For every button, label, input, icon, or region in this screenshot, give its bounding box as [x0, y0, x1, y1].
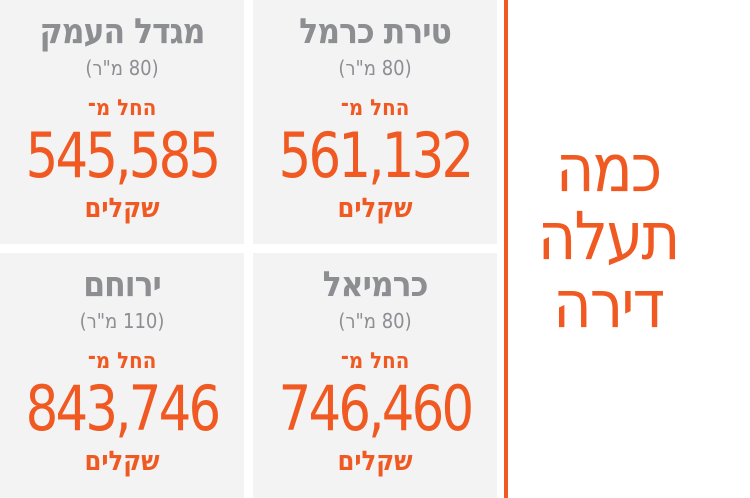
- currency-label: שקלים: [84, 193, 160, 224]
- price-value: 843,746: [25, 372, 222, 445]
- headline-line-1: כמה: [555, 130, 663, 207]
- city-name: כרמיאל: [322, 265, 429, 305]
- price-prefix: החל מ־: [340, 96, 410, 121]
- currency-label: שקלים: [84, 446, 160, 477]
- headline-line-2: תעלה: [537, 198, 681, 275]
- price-value: 746,460: [278, 372, 475, 445]
- city-name: ירוחם: [83, 265, 162, 305]
- currency-label: שקלים: [337, 446, 413, 477]
- apartment-size: (80 מ"ר): [338, 56, 412, 80]
- currency-label: שקלים: [337, 193, 413, 224]
- apartment-size: (80 מ"ר): [85, 56, 159, 80]
- price-value: 545,585: [25, 119, 222, 192]
- headline: כמה תעלה דירה: [508, 135, 708, 339]
- price-value: 561,132: [278, 119, 475, 192]
- apartment-size: (110 מ"ר): [79, 309, 165, 333]
- headline-line-3: דירה: [552, 266, 665, 343]
- vertical-divider: [504, 0, 508, 498]
- price-grid: מגדל העמק (80 מ"ר) החל מ־ 545,585 שקלים …: [0, 0, 497, 498]
- city-card-tirat-carmel: טירת כרמל (80 מ"ר) החל מ־ 561,132 שקלים: [253, 0, 497, 244]
- city-name: מגדל העמק: [39, 12, 206, 52]
- city-card-migdal-haemek: מגדל העמק (80 מ"ר) החל מ־ 545,585 שקלים: [0, 0, 244, 244]
- city-card-karmiel: כרמיאל (80 מ"ר) החל מ־ 746,460 שקלים: [253, 253, 497, 498]
- price-prefix: החל מ־: [87, 96, 157, 121]
- apartment-size: (80 מ"ר): [338, 309, 412, 333]
- city-card-yeruham: ירוחם (110 מ"ר) החל מ־ 843,746 שקלים: [0, 253, 244, 498]
- city-name: טירת כרמל: [299, 12, 452, 52]
- price-prefix: החל מ־: [87, 349, 157, 374]
- price-prefix: החל מ־: [340, 349, 410, 374]
